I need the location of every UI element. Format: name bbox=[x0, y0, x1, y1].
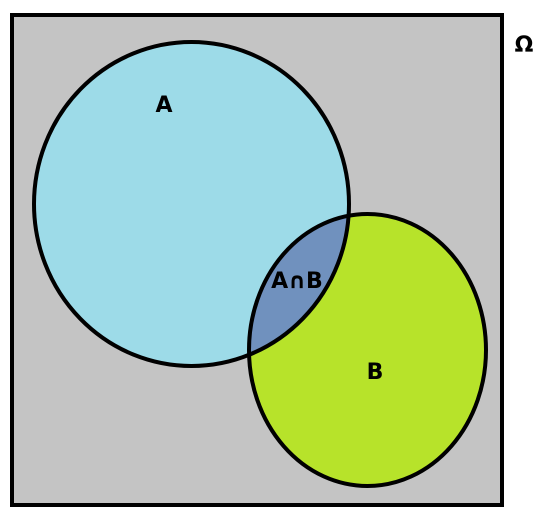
intersection-label: A∩B bbox=[271, 269, 323, 294]
set-b-label: B bbox=[367, 360, 384, 385]
set-b-outline bbox=[247, 212, 488, 488]
set-a-outline bbox=[32, 40, 351, 368]
intersection-region bbox=[249, 214, 349, 366]
set-a-label: A bbox=[155, 93, 172, 118]
universe-label: Ω bbox=[515, 33, 534, 58]
